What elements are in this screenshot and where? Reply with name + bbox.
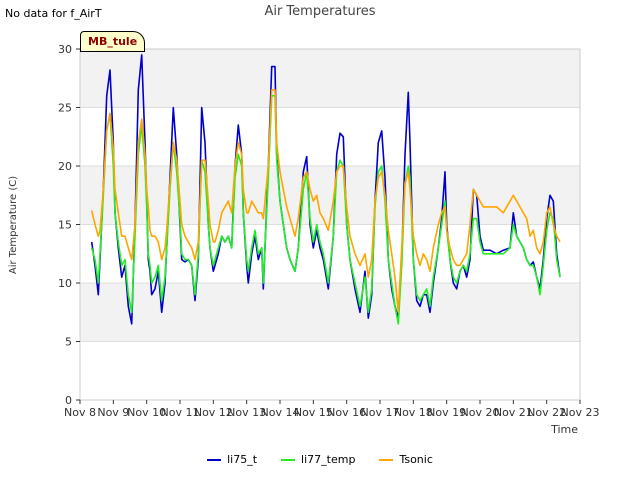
legend-swatch-tsonic	[379, 458, 394, 461]
y-tick-label: 5	[65, 336, 72, 349]
legend-swatch-li75-t	[207, 458, 222, 461]
y-axis-label: Air Temperature (C)	[8, 176, 19, 274]
series-line-tsonic	[90, 89, 561, 314]
background-bands	[80, 49, 580, 342]
legend-item-li75-t: li75_t	[207, 453, 257, 466]
x-tick-label: Nov 11	[161, 406, 200, 419]
x-tick-label: Nov 19	[427, 406, 466, 419]
x-tick-label: Nov 17	[361, 406, 400, 419]
legend-item-tsonic: Tsonic	[379, 453, 433, 466]
band	[80, 166, 580, 225]
y-tick-label: 25	[58, 102, 72, 115]
legend-label-li75-t: li75_t	[227, 453, 258, 466]
y-tick-label: 20	[58, 160, 72, 173]
x-tick-label: Nov 16	[327, 406, 366, 419]
series-layer	[90, 54, 561, 325]
legend-item-li77-temp: li77_temp	[281, 453, 355, 466]
no-data-note: No data for f_AirT	[5, 7, 102, 20]
x-tick-label: Nov 10	[127, 406, 166, 419]
x-tick-label: Nov 18	[394, 406, 433, 419]
legend: li75_t li77_temp Tsonic	[0, 453, 640, 466]
x-tick-label: Nov 15	[294, 406, 333, 419]
site-badge: MB_tule	[80, 31, 146, 52]
x-tick-label: Nov 13	[227, 406, 266, 419]
legend-label-li77-temp: li77_temp	[301, 453, 356, 466]
band	[80, 49, 580, 108]
y-tick-label: 0	[65, 394, 72, 407]
x-tick-label: Nov 23	[561, 406, 600, 419]
x-tick-label: Nov 22	[527, 406, 566, 419]
x-tick-label: Nov 8	[64, 406, 96, 419]
y-tick-label: 30	[58, 43, 72, 56]
x-axis-label: Time	[550, 423, 578, 436]
chart-title: Air Temperatures	[264, 4, 376, 19]
legend-swatch-li77-temp	[281, 458, 296, 461]
x-tick-label: Nov 12	[194, 406, 233, 419]
x-tick-label: Nov 9	[97, 406, 129, 419]
x-tick-label: Nov 20	[461, 406, 500, 419]
y-tick-label: 10	[58, 277, 72, 290]
band	[80, 283, 580, 342]
legend-label-tsonic: Tsonic	[399, 453, 433, 466]
x-tick-label: Nov 14	[261, 406, 300, 419]
y-tick-label: 15	[58, 219, 72, 232]
x-tick-label: Nov 21	[494, 406, 533, 419]
y-axis: 0 5 10 15 20 25 30	[58, 43, 80, 407]
